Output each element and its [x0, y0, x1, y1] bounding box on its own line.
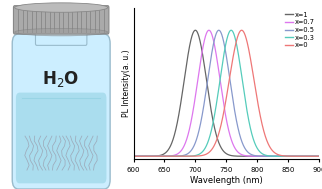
x=0	[312, 155, 316, 157]
x=0	[222, 112, 226, 114]
x=1	[222, 150, 226, 153]
x=1	[317, 155, 321, 157]
x=0.5	[317, 155, 321, 157]
x=1	[141, 155, 145, 157]
x=0.7	[217, 70, 221, 73]
x=0.3	[222, 55, 226, 57]
x=0.3	[217, 88, 221, 90]
x=1	[311, 155, 315, 157]
FancyBboxPatch shape	[12, 34, 110, 189]
Line: x=0.7: x=0.7	[134, 30, 319, 156]
x=1	[217, 142, 221, 144]
Line: x=0.3: x=0.3	[134, 30, 319, 156]
Text: H$_2$O: H$_2$O	[43, 69, 80, 89]
x=0.3	[141, 155, 145, 157]
FancyBboxPatch shape	[16, 93, 107, 183]
x=0.5	[141, 155, 145, 157]
x=0.3	[317, 155, 321, 157]
x=0.7	[278, 155, 281, 157]
x=0.3	[229, 29, 233, 31]
FancyBboxPatch shape	[14, 6, 109, 34]
x=0.3	[278, 155, 281, 157]
x=1	[132, 155, 136, 157]
x=0.7	[207, 29, 211, 31]
x=0.3	[132, 155, 136, 157]
Ellipse shape	[15, 3, 108, 12]
x=0	[217, 132, 221, 135]
x=0.3	[312, 155, 316, 157]
x=0.7	[312, 155, 316, 157]
x=0	[240, 29, 243, 31]
x=0.5	[312, 155, 316, 157]
x=0.5	[311, 155, 315, 157]
x=1	[278, 155, 281, 157]
x=1	[312, 155, 316, 157]
x=0.7	[132, 155, 136, 157]
x=0.7	[141, 155, 145, 157]
X-axis label: Wavelength (nm): Wavelength (nm)	[190, 176, 262, 185]
x=0.5	[132, 155, 136, 157]
x=0.7	[311, 155, 315, 157]
Line: x=0: x=0	[134, 30, 319, 156]
x=0.5	[222, 41, 226, 43]
Line: x=0.5: x=0.5	[134, 30, 319, 156]
x=0	[311, 155, 315, 157]
Line: x=1: x=1	[134, 30, 319, 156]
x=0	[132, 155, 136, 157]
Legend: x=1, x=0.7, x=0.5, x=0.3, x=0: x=1, x=0.7, x=0.5, x=0.3, x=0	[284, 11, 316, 49]
x=0	[278, 154, 281, 156]
x=0.7	[317, 155, 321, 157]
x=0.5	[217, 29, 221, 31]
x=0.7	[222, 103, 226, 106]
x=0.3	[311, 155, 315, 157]
x=0.5	[278, 155, 281, 157]
Y-axis label: PL Intensity(a. u.): PL Intensity(a. u.)	[122, 49, 131, 117]
x=0	[317, 155, 321, 157]
FancyBboxPatch shape	[35, 30, 87, 45]
x=0	[141, 155, 145, 157]
x=1	[194, 29, 197, 31]
x=0.5	[217, 29, 221, 31]
Ellipse shape	[15, 28, 108, 36]
